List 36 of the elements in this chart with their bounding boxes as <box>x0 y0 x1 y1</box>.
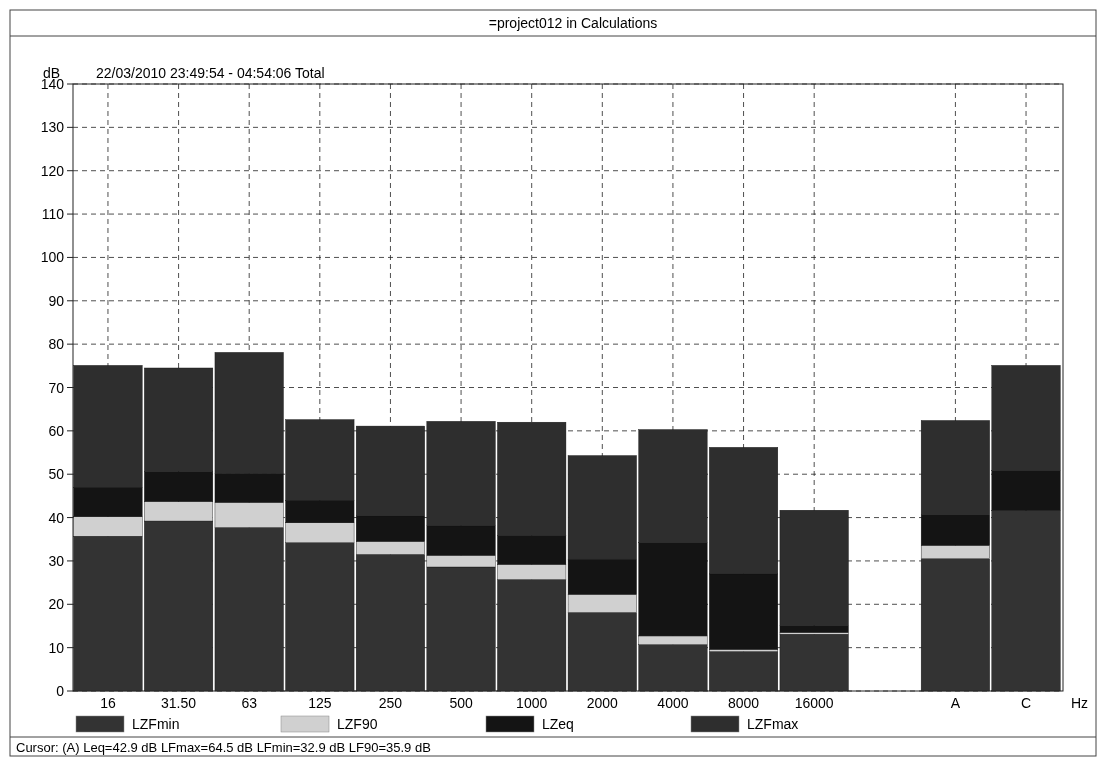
chart-subtitle: 22/03/2010 23:49:54 - 04:54:06 Total <box>96 65 325 81</box>
y-tick-label: 100 <box>40 249 65 266</box>
x-tick-label: 250 <box>378 695 403 711</box>
x-tick-label: 8000 <box>727 695 760 711</box>
x-tick-label: 16000 <box>794 695 834 711</box>
y-tick-label: 40 <box>48 509 65 526</box>
y-tick-label: 120 <box>40 162 65 179</box>
legend-label: LZF90 <box>337 716 378 732</box>
legend-label: LZFmax <box>747 716 799 732</box>
x-tick-label: 31.50 <box>161 695 197 711</box>
y-tick-label: 70 <box>48 379 65 396</box>
x-tick-label: 4000 <box>657 695 689 711</box>
x-tick-label: 16 <box>100 695 116 711</box>
x-tick-label: C <box>1020 695 1032 711</box>
y-tick-label: 0 <box>56 683 65 699</box>
x-tick-label: 125 <box>308 695 332 711</box>
y-axis-title: dB <box>43 65 61 81</box>
y-tick-label: 10 <box>48 639 65 656</box>
x-tick-label: 2000 <box>586 695 619 711</box>
x-tick-label: 500 <box>449 695 473 711</box>
y-tick-label: 130 <box>40 119 65 136</box>
y-tick-label: 30 <box>48 552 65 569</box>
y-tick-label: 90 <box>48 292 65 309</box>
x-tick-label: 1000 <box>516 695 548 711</box>
legend-label: LZFmin <box>132 716 180 732</box>
y-tick-label: 80 <box>48 336 65 353</box>
text: Cursor: (A) Leq=42.9 dB LFmax=64.5 dB LFmin=32.9 dB LF90=35.9 dB <box>16 740 431 755</box>
y-tick-label: 110 <box>41 206 65 223</box>
y-tick-label: 60 <box>48 422 65 439</box>
y-tick-label: 50 <box>48 466 65 483</box>
x-tick-label: A <box>950 695 961 711</box>
x-tick-label: 63 <box>241 695 258 711</box>
x-axis-title: Hz <box>1071 695 1089 711</box>
legend-label: LZeq <box>542 716 574 732</box>
chart-title: =project012 in Calculations <box>488 15 658 31</box>
y-tick-label: 20 <box>48 596 65 613</box>
